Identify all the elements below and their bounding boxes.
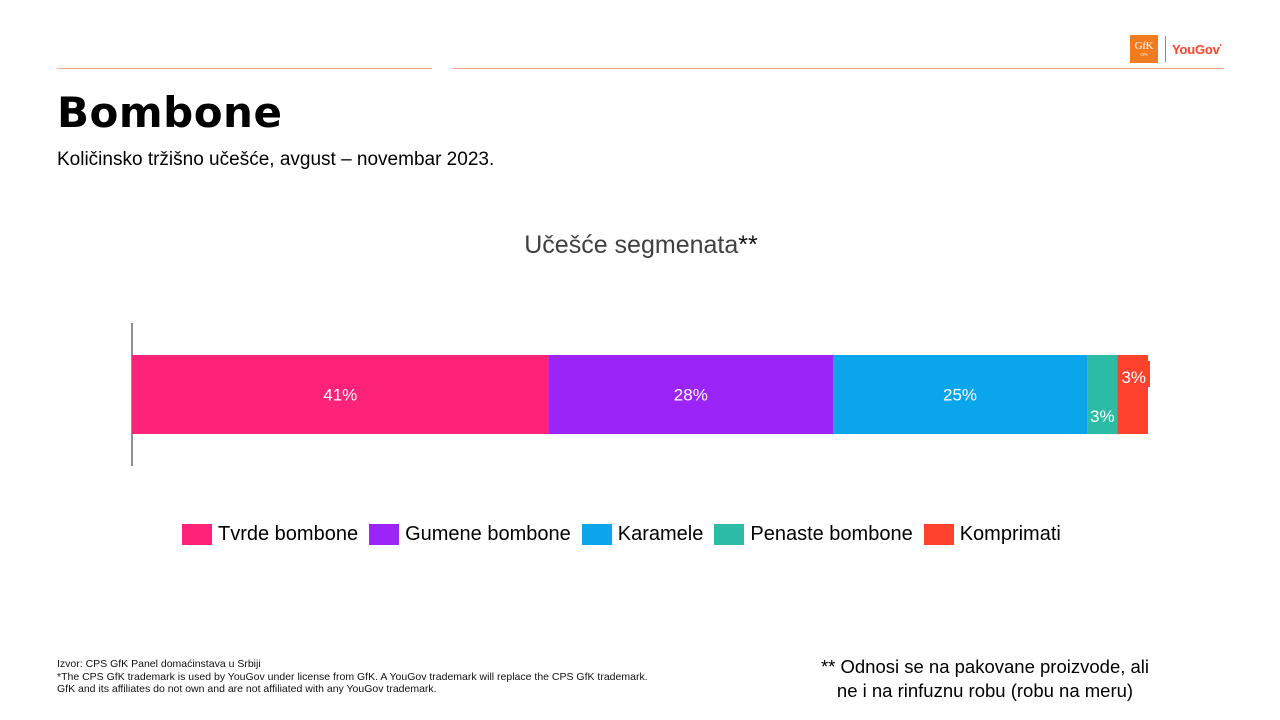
data-label: 3%	[1121, 368, 1146, 387]
gfk-logo-text: GfK	[1134, 40, 1154, 52]
bar-segment-1	[132, 355, 549, 434]
chart-title-text: Učešće segmenata	[524, 231, 739, 259]
bar-segment-4	[1087, 355, 1118, 434]
legend-label: Penaste bombone	[750, 523, 913, 545]
data-label: 28%	[674, 386, 708, 405]
legend-swatch	[923, 524, 954, 545]
note-line: ** Odnosi se na pakovane proizvode, ali	[820, 656, 1150, 677]
bar-segment-3	[833, 355, 1088, 434]
legend-item: Karamele	[581, 523, 704, 546]
page-title: Bombone	[57, 88, 283, 137]
yougov-logo: YouGov•	[1172, 41, 1222, 57]
legend-label: Gumene bombone	[405, 523, 571, 545]
trademark-line: *The CPS GfK trademark is used by YouGov…	[57, 670, 648, 683]
page-subtitle: Količinsko tržišno učešće, avgust – nove…	[57, 149, 495, 170]
chart-legend: Tvrde bombone Gumene bombone Karamele Penas…	[182, 523, 1072, 546]
gfk-logo-icon: GfK CPS	[1130, 35, 1158, 63]
gfk-logo-subtext: CPS	[1140, 52, 1148, 57]
data-label: 25%	[943, 386, 977, 405]
data-label: 41%	[323, 386, 357, 405]
header-rule-right	[452, 68, 1224, 69]
affiliation-line: GfK and its affiliates do not own and ar…	[57, 683, 437, 695]
source-line: Izvor: CPS GfK Panel domaćinstava u Srbi…	[57, 658, 261, 670]
source-footnote: Izvor: CPS GfK Panel domaćinstava u Srbi…	[57, 658, 648, 696]
logo-divider	[1165, 36, 1166, 62]
legend-item: Gumene bombone	[369, 523, 571, 546]
legend-swatch	[369, 524, 400, 545]
legend-label: Tvrde bombone	[218, 523, 359, 545]
data-label: 3%	[1090, 407, 1115, 426]
header-rule-left	[57, 68, 432, 69]
legend-label: Karamele	[617, 523, 704, 545]
note-line: ne i na rinfuznu robu (robu na meru)	[836, 680, 1134, 701]
legend-item: Tvrde bombone	[182, 523, 358, 546]
legend-swatch	[581, 524, 612, 545]
packaging-note: ** Odnosi se na pakovane proizvode, ali …	[780, 655, 1190, 703]
chart-title-footnote-mark: **	[738, 231, 758, 259]
legend-label: Komprimati	[959, 523, 1061, 545]
legend-swatch	[714, 524, 745, 545]
yougov-logo-text: YouGov	[1172, 41, 1220, 57]
legend-item: Komprimati	[923, 523, 1061, 546]
brand-logo: GfK CPS YouGov•	[1130, 35, 1222, 63]
bar-segment-2	[548, 355, 834, 434]
legend-swatch	[182, 524, 212, 545]
data-label-callout	[1117, 361, 1150, 387]
chart-title: Učešće segmenata**	[0, 231, 1280, 260]
legend-item: Penaste bombone	[714, 523, 913, 546]
